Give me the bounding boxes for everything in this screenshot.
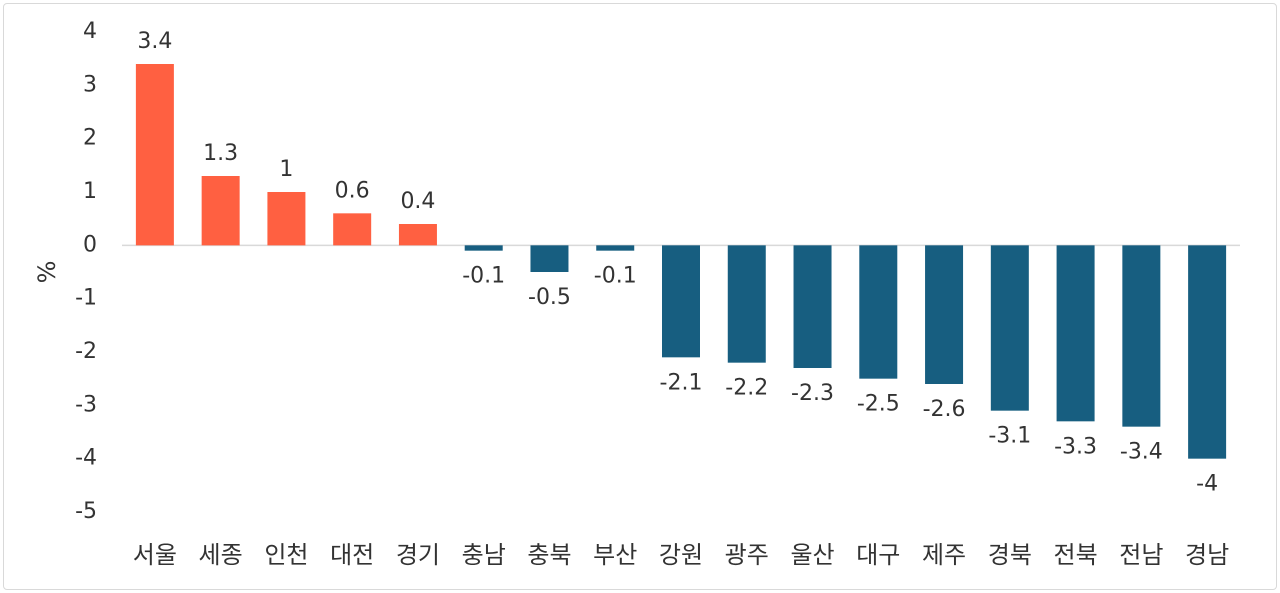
bar — [596, 245, 635, 251]
y-tick-label: -1 — [75, 286, 97, 311]
y-tick-label: -4 — [75, 446, 97, 471]
data-label: 1.3 — [203, 141, 238, 166]
data-label: -0.5 — [528, 285, 571, 310]
data-label: -2.5 — [857, 392, 900, 417]
category-label: 울산 — [790, 541, 834, 569]
y-tick-label: 1 — [83, 179, 97, 204]
bar — [793, 245, 832, 368]
category-label: 대구 — [856, 541, 900, 569]
bar — [662, 245, 700, 358]
category-label: 전남 — [1119, 541, 1163, 569]
data-label: 0.6 — [335, 178, 370, 203]
bar — [727, 245, 766, 363]
bar — [333, 213, 372, 246]
y-tick-label: -2 — [75, 339, 97, 364]
data-labels: 3.4 1.3 1 0.6 0.4 -0.1 -0.5 -0.1 -2.1 -2.2 -2.3 -2.… — [137, 29, 1218, 497]
y-axis-label: % — [33, 261, 61, 284]
y-tick-label: 4 — [83, 19, 97, 44]
y-axis-ticks: 4 3 2 1 0 -1 -2 -3 -4 -5 — [75, 19, 97, 524]
category-label: 세종 — [199, 541, 243, 569]
y-tick-label: -3 — [75, 392, 97, 417]
category-label: 경기 — [396, 541, 440, 569]
bars — [135, 64, 1227, 459]
bar — [267, 192, 306, 246]
data-label: -4 — [1196, 472, 1218, 497]
y-tick-label: -5 — [75, 499, 97, 524]
x-axis-categories: 서울 세종 인천 대전 경기 충남 충북 부산 강원 광주 울산 대구 제주 경북 전북 전남 경남 — [133, 541, 1229, 569]
data-label: 0.4 — [400, 189, 435, 214]
data-label: 3.4 — [137, 29, 172, 54]
data-label: -2.2 — [725, 376, 768, 401]
category-label: 부산 — [593, 541, 637, 569]
bar — [398, 224, 437, 246]
data-label: -2.1 — [660, 370, 703, 395]
bar — [925, 245, 964, 384]
category-label: 경북 — [988, 541, 1032, 569]
bar — [201, 176, 240, 246]
category-label: 강원 — [659, 541, 703, 569]
data-label: -2.6 — [923, 397, 966, 422]
category-label: 대전 — [330, 541, 374, 569]
data-label: -3.4 — [1120, 440, 1163, 465]
bar — [1056, 245, 1095, 422]
y-tick-label: 2 — [83, 126, 97, 151]
bar — [990, 245, 1029, 411]
bar — [530, 245, 569, 272]
data-label: -2.3 — [791, 381, 834, 406]
bar — [1122, 245, 1161, 427]
category-label: 인천 — [264, 541, 308, 569]
y-tick-label: 3 — [83, 72, 97, 97]
data-label: -0.1 — [462, 264, 505, 289]
data-label: 1 — [279, 157, 293, 182]
category-label: 충북 — [527, 541, 571, 569]
category-label: 서울 — [133, 541, 177, 569]
bar — [1188, 245, 1227, 459]
y-tick-label: 0 — [83, 232, 97, 257]
category-label: 전북 — [1054, 541, 1098, 569]
bar — [135, 64, 174, 246]
bar — [859, 245, 898, 379]
bar — [464, 245, 503, 251]
category-label: 충남 — [462, 541, 506, 569]
category-label: 경남 — [1185, 541, 1229, 569]
data-label: -3.1 — [988, 424, 1031, 449]
category-label: 제주 — [922, 541, 966, 569]
category-label: 광주 — [725, 541, 769, 569]
data-label: -3.3 — [1054, 434, 1097, 459]
data-label: -0.1 — [594, 264, 637, 289]
